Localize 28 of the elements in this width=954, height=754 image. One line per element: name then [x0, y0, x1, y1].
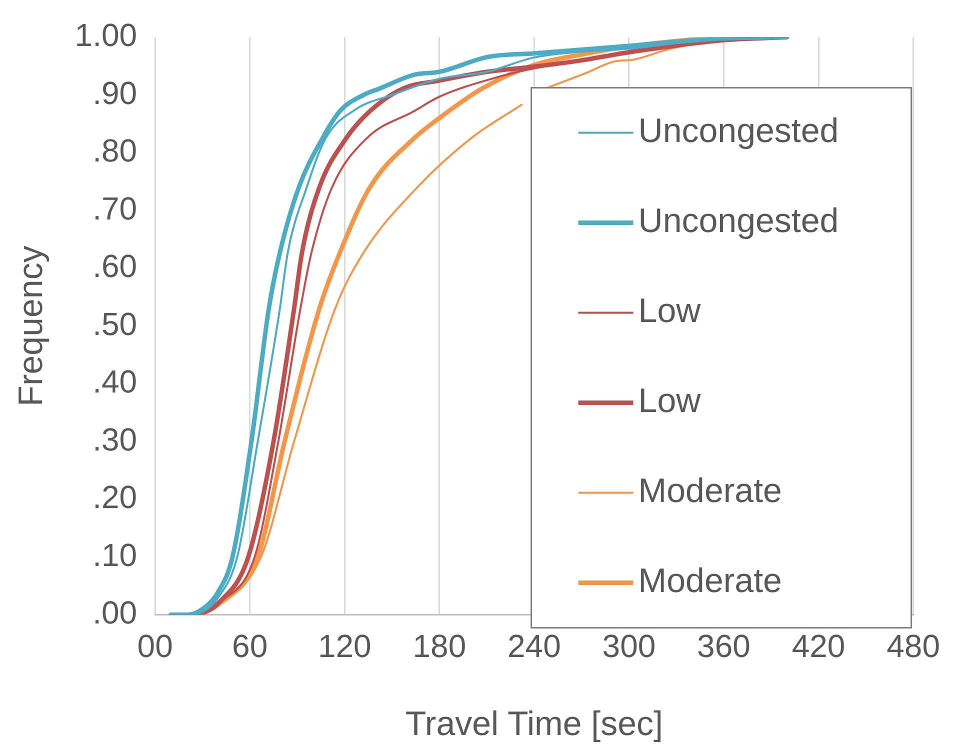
- y-tick-label: .50: [92, 306, 138, 342]
- y-tick-label: .90: [92, 74, 138, 111]
- y-tick-label: .80: [92, 132, 138, 169]
- x-tick-label: 240: [508, 628, 561, 664]
- legend-label: Uncongested: [638, 112, 839, 150]
- legend-label: Moderate: [638, 562, 782, 600]
- y-tick-label: .10: [92, 536, 138, 573]
- y-tick-label: .60: [92, 248, 138, 284]
- x-tick-label: 480: [886, 628, 940, 664]
- legend-label: Low: [638, 382, 702, 420]
- x-tick-label: 420: [792, 628, 846, 664]
- y-axis-title: Frequency: [12, 246, 50, 406]
- legend-label: Moderate: [638, 472, 782, 510]
- y-tick-label: .20: [92, 479, 138, 516]
- y-tick-label: .00: [92, 594, 138, 631]
- y-tick-label: 1.00: [74, 17, 138, 54]
- x-tick-label: 120: [318, 628, 372, 664]
- x-tick-label: 60: [232, 628, 268, 664]
- legend-label: Low: [638, 292, 702, 330]
- y-tick-label: .30: [92, 421, 138, 458]
- x-tick-label: 00: [137, 628, 173, 664]
- y-tick-label: .40: [92, 364, 138, 400]
- y-tick-label: .70: [92, 190, 138, 226]
- x-tick-label: 360: [697, 628, 750, 664]
- x-axis-title: Travel Time [sec]: [405, 704, 663, 743]
- legend-label: Uncongested: [638, 202, 839, 240]
- x-tick-label: 180: [412, 628, 466, 664]
- x-tick-label: 300: [602, 628, 656, 664]
